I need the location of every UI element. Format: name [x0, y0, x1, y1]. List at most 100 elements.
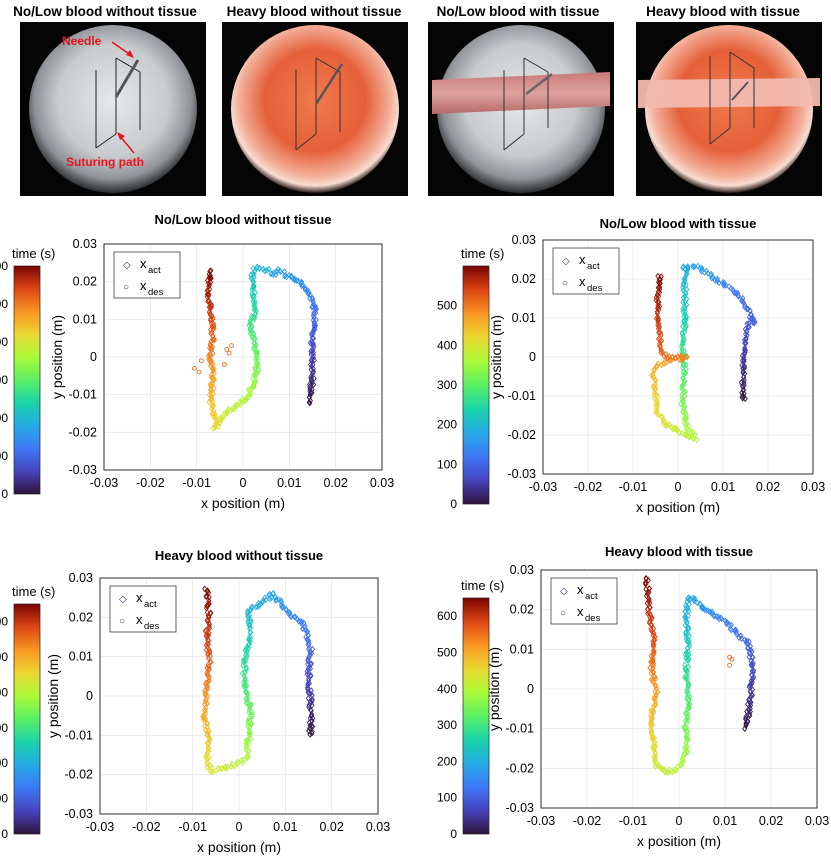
suturing-path-drawing: [295, 57, 341, 151]
x-act-point: [205, 671, 211, 678]
x-act-point: [251, 315, 257, 323]
x-act-point: [246, 740, 252, 747]
x-act-point: [309, 386, 315, 393]
photo-heavy-blood-tissue: [636, 22, 822, 196]
petri-dish: [29, 25, 197, 193]
x-act-point: [750, 319, 756, 327]
x-tick-label: -0.03: [529, 480, 558, 494]
x-act-point: [745, 644, 751, 652]
x-act-point: [213, 767, 219, 774]
x-act-point: [749, 667, 755, 675]
x-act-point: [683, 614, 689, 621]
needle-label: Needle: [62, 34, 102, 48]
x-act-point: [648, 652, 654, 660]
x-act-point: [649, 713, 655, 720]
x-act-point: [292, 276, 298, 284]
legend-subscript: des: [587, 283, 603, 294]
x-act-point: [687, 693, 693, 701]
y-tick-label: 0.02: [73, 275, 97, 289]
x-act-point: [677, 761, 683, 769]
x-act-point: [649, 614, 655, 622]
x-act-point: [653, 675, 659, 682]
photo-title-4: Heavy blood with tissue: [646, 4, 800, 19]
colorbar-tick-label: 0: [450, 497, 457, 511]
x-act-point: [683, 629, 689, 637]
x-act-point: [245, 386, 251, 394]
x-act-point: [272, 593, 278, 601]
x-act-point: [240, 662, 246, 669]
legend-box: [113, 251, 181, 299]
x-act-point: [655, 292, 662, 300]
x-des-point: [729, 656, 735, 662]
x-act-point: [202, 698, 208, 705]
colorbar-tick-label: 400: [0, 335, 8, 349]
x-act-point: [304, 628, 311, 636]
x-des-point: [228, 343, 234, 349]
x-act-point: [652, 682, 658, 690]
x-act-point: [650, 707, 656, 714]
x-act-point: [664, 355, 670, 363]
x-act-point: [208, 768, 214, 775]
x-act-point: [206, 297, 212, 305]
colorbar-tick-label: 200: [437, 418, 457, 432]
tissue-strip: [638, 78, 820, 108]
x-act-point: [742, 395, 748, 403]
x-act-point: [684, 267, 690, 275]
x-act-point: [747, 708, 753, 715]
colorbar: [462, 597, 490, 835]
x-act-point: [267, 595, 273, 603]
x-act-point: [243, 743, 249, 751]
x-act-point: [738, 632, 744, 640]
x-act-point: [743, 719, 749, 727]
photo-title-2: Heavy blood without tissue: [226, 4, 402, 19]
x-act-point: [655, 762, 661, 770]
x-act-point: [646, 585, 652, 592]
colorbar-tick-label: 200: [0, 411, 8, 425]
x-act-point: [744, 332, 750, 339]
x-act-point: [751, 667, 757, 674]
y-tick-label: 0: [90, 350, 97, 364]
x-act-point: [308, 373, 314, 381]
y-tick-label: -0.02: [508, 428, 537, 442]
x-act-point: [266, 265, 272, 273]
legend-box: [552, 247, 620, 295]
x-act-point: [210, 401, 216, 409]
trajectory-group: [200, 585, 316, 776]
x-act-point: [247, 723, 253, 731]
y-tick-label: -0.03: [65, 807, 94, 821]
x-act-point: [278, 601, 284, 609]
x-act-point: [313, 309, 319, 317]
x-act-point: [690, 262, 696, 270]
x-des-point: [727, 662, 733, 668]
x-act-point: [651, 744, 657, 752]
x-act-point: [244, 393, 250, 401]
x-act-point: [206, 666, 212, 673]
colorbar-tick-label: 600: [0, 615, 8, 629]
x-act-point: [204, 749, 210, 756]
x-act-point: [651, 740, 657, 748]
x-act-point: [203, 679, 209, 686]
x-tick-label: 0.03: [366, 820, 390, 834]
x-act-point: [679, 383, 685, 391]
x-act-point: [306, 637, 312, 645]
x-act-point: [648, 726, 654, 733]
x-act-point: [650, 668, 656, 675]
x-act-point: [306, 288, 312, 296]
x-act-point: [733, 289, 739, 297]
x-act-point: [671, 425, 677, 432]
x-act-point: [281, 268, 288, 275]
y-axis-label: y position (m): [486, 647, 502, 731]
plot-no-low-blood-without-tissue: No/Low blood without tissue -0.03 -0.02 -0.…: [0, 212, 394, 511]
x-act-point: [652, 692, 659, 699]
colorbar-tick-label: 100: [0, 792, 8, 806]
x-act-point: [219, 414, 225, 422]
y-tick-label: -0.03: [506, 801, 535, 815]
x-tick-label: 0.01: [711, 480, 735, 494]
x-act-point: [681, 317, 688, 325]
x-act-point: [683, 632, 689, 639]
trajectory-group: [649, 262, 758, 444]
x-act-point: [685, 682, 691, 689]
x-act-point: [308, 366, 314, 374]
plot-frame: [103, 243, 383, 471]
x-act-point: [226, 405, 232, 413]
